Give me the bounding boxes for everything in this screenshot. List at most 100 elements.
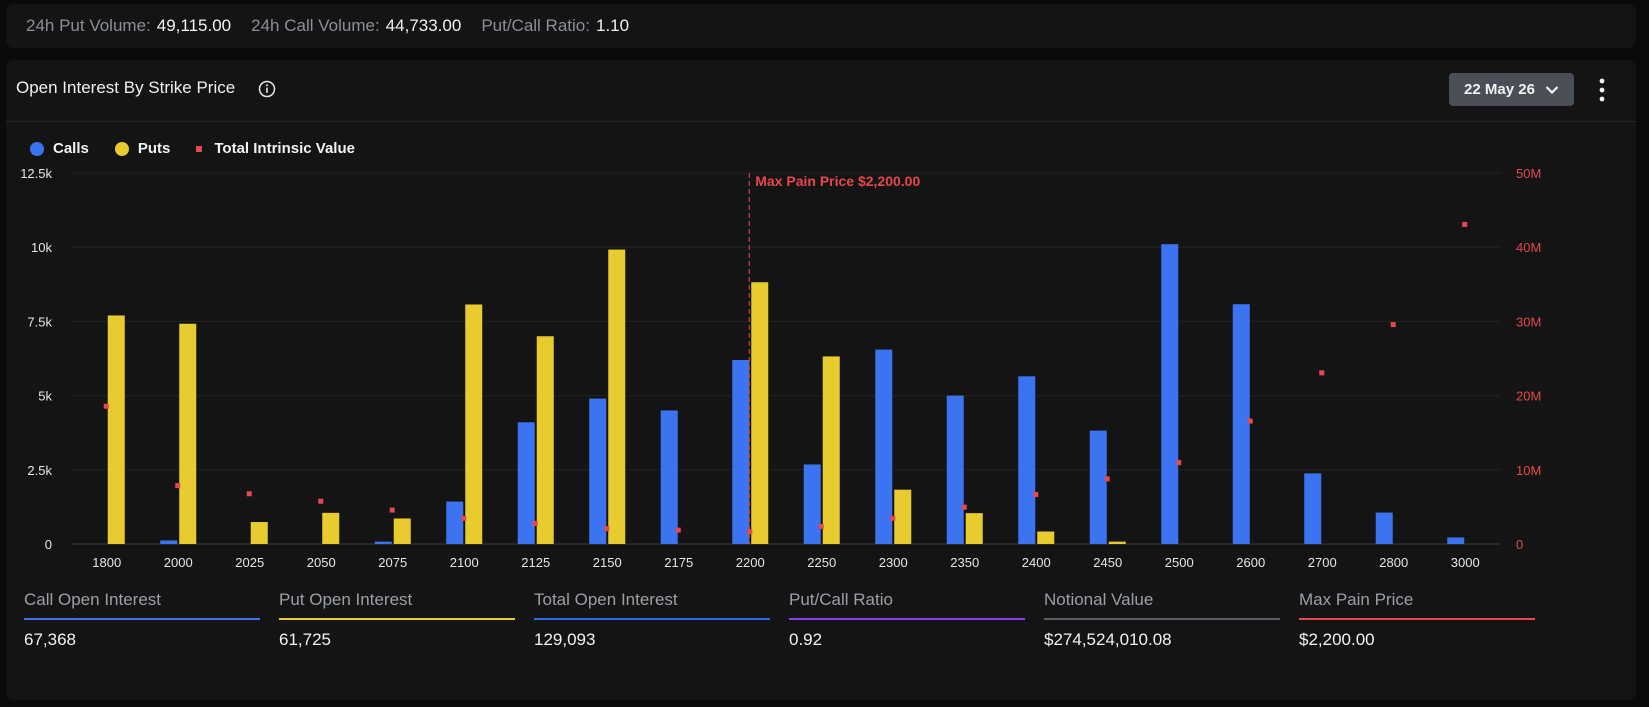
intrinsic-value-point — [675, 527, 681, 533]
stat-label: Call Open Interest — [24, 590, 162, 609]
x-tick-label: 2175 — [664, 555, 693, 570]
calls-bar — [946, 395, 964, 544]
puts-bar — [822, 356, 840, 544]
stat-underline — [789, 618, 1025, 620]
volume-summary-bar: 24h Put Volume: 49,115.00 24h Call Volume… — [6, 4, 1636, 48]
chevron-down-icon — [1545, 85, 1559, 94]
max-pain-label: Max Pain Price $2,200.00 — [755, 173, 920, 189]
x-tick-label: 2075 — [378, 555, 407, 570]
stat-underline — [1044, 618, 1280, 620]
x-tick-label: 2050 — [307, 555, 336, 570]
stat-value: $2,200.00 — [1299, 630, 1375, 649]
calls-bar — [589, 398, 607, 544]
x-tick-label: 3000 — [1451, 555, 1480, 570]
expiry-date-label: 22 May 26 — [1464, 81, 1535, 98]
open-interest-panel: Open Interest By Strike Price 22 May 26 … — [6, 60, 1636, 700]
intrinsic-value-point — [890, 515, 896, 521]
legend-intrinsic[interactable]: Total Intrinsic Value — [196, 140, 355, 157]
x-tick-label: 2000 — [164, 555, 193, 570]
calls-bar — [1089, 430, 1107, 544]
stat-total-open-interest: Total Open Interest 129,093 — [534, 590, 770, 650]
y-right-tick-label: 20M — [1516, 389, 1541, 404]
y-left-tick-label: 12.5k — [20, 166, 52, 181]
intrinsic-value-point — [747, 529, 753, 535]
calls-bar — [732, 359, 750, 544]
call-volume: 24h Call Volume: 44,733.00 — [251, 16, 462, 35]
stat-underline — [1299, 618, 1535, 620]
puts-bar — [107, 315, 125, 544]
stat-label: Total Open Interest — [534, 590, 678, 609]
x-tick-label: 2200 — [736, 555, 765, 570]
intrinsic-value-point — [175, 483, 181, 489]
puts-bar — [465, 304, 483, 544]
intrinsic-value-point — [1247, 418, 1253, 424]
panel-header: Open Interest By Strike Price 22 May 26 — [6, 60, 1636, 122]
legend-intrinsic-label: Total Intrinsic Value — [214, 140, 355, 157]
y-left-tick-label: 0 — [45, 537, 52, 552]
intrinsic-value-point — [818, 523, 824, 529]
y-left-tick-label: 7.5k — [27, 314, 52, 329]
put-volume: 24h Put Volume: 49,115.00 — [26, 16, 232, 35]
intrinsic-value-point — [1104, 476, 1110, 482]
y-right-tick-label: 40M — [1516, 240, 1541, 255]
puts-bar — [894, 489, 912, 544]
x-tick-label: 2250 — [807, 555, 836, 570]
intrinsic-value-point — [1176, 460, 1182, 466]
expiry-date-selector[interactable]: 22 May 26 — [1449, 73, 1574, 106]
stat-value: 0.92 — [789, 630, 823, 649]
x-tick-label: 2400 — [1022, 555, 1051, 570]
x-tick-label: 2025 — [235, 555, 264, 570]
puts-bar — [393, 518, 411, 544]
calls-bar — [875, 349, 893, 544]
x-tick-label: 2600 — [1236, 555, 1265, 570]
stat-value: 67,368 — [24, 630, 76, 649]
legend-calls-swatch — [30, 141, 44, 156]
intrinsic-value-point — [1462, 221, 1468, 227]
more-vertical-icon[interactable] — [1597, 77, 1607, 103]
intrinsic-value-point — [1390, 322, 1396, 328]
y-right-tick-label: 30M — [1516, 314, 1541, 329]
calls-bar — [1304, 473, 1322, 544]
y-right-tick-label: 50M — [1516, 166, 1541, 181]
x-tick-label: 2350 — [950, 555, 979, 570]
x-tick-label: 2800 — [1379, 555, 1408, 570]
calls-bar — [660, 410, 678, 544]
legend-calls[interactable]: Calls — [30, 140, 89, 157]
calls-bar — [160, 540, 178, 544]
calls-bar — [1447, 537, 1465, 544]
intrinsic-value-point — [389, 507, 395, 513]
y-right-tick-label: 10M — [1516, 463, 1541, 478]
puts-bar — [322, 512, 340, 544]
x-tick-label: 2125 — [521, 555, 550, 570]
y-left-tick-label: 5k — [38, 389, 52, 404]
stat-label: Max Pain Price — [1299, 590, 1414, 609]
put-call-ratio: Put/Call Ratio: 1.10 — [481, 16, 630, 35]
intrinsic-value-point — [246, 491, 252, 497]
puts-bar — [608, 249, 626, 544]
calls-bar — [1375, 512, 1393, 544]
stat-underline — [24, 618, 260, 620]
stat-value: 129,093 — [534, 630, 596, 649]
info-icon[interactable] — [258, 80, 276, 98]
stat-label: Put/Call Ratio — [789, 590, 893, 609]
stat-label: Notional Value — [1044, 590, 1154, 609]
x-tick-label: 2100 — [450, 555, 479, 570]
panel-title: Open Interest By Strike Price — [16, 78, 236, 97]
intrinsic-value-point — [1033, 492, 1039, 498]
puts-bar — [536, 336, 554, 544]
legend-puts[interactable]: Puts — [114, 140, 171, 157]
calls-bar — [803, 464, 821, 544]
y-left-tick-label: 2.5k — [27, 463, 52, 478]
y-left-tick-label: 10k — [31, 240, 52, 255]
calls-bar — [1232, 304, 1250, 544]
x-tick-label: 2150 — [593, 555, 622, 570]
intrinsic-value-point — [604, 526, 610, 532]
intrinsic-value-point — [961, 504, 967, 510]
intrinsic-value-point — [103, 403, 109, 409]
x-tick-label: 2450 — [1093, 555, 1122, 570]
calls-bar — [374, 541, 392, 544]
stat-label: Put Open Interest — [279, 590, 413, 609]
stat-value: 61,725 — [279, 630, 331, 649]
legend-puts-label: Puts — [137, 140, 171, 157]
x-tick-label: 2500 — [1165, 555, 1194, 570]
